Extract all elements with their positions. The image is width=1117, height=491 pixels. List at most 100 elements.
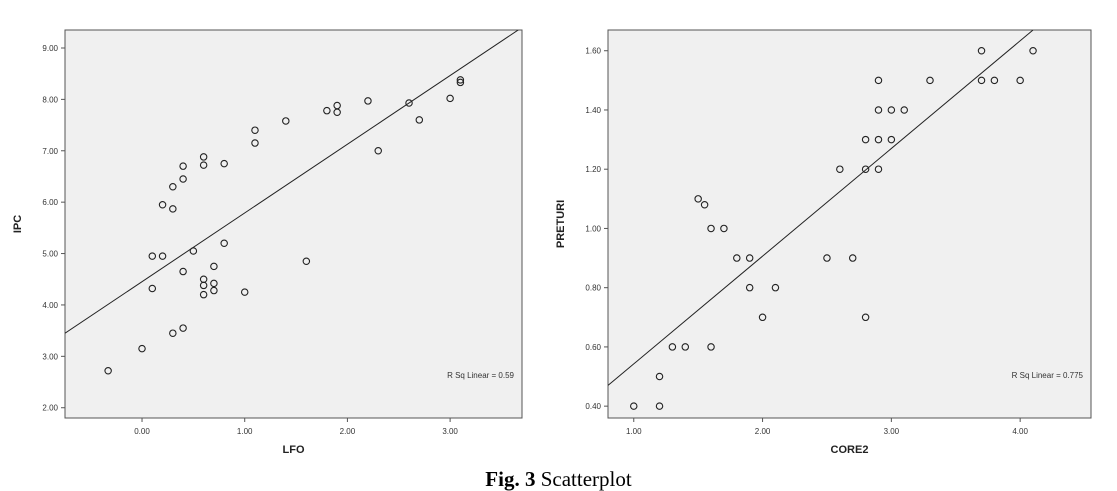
data-point <box>733 254 741 262</box>
data-point <box>681 343 690 351</box>
x-tick-label: 3.00 <box>884 427 900 436</box>
x-tick-label: 1.00 <box>237 427 253 436</box>
data-point <box>758 313 767 322</box>
y-tick-label: 0.40 <box>585 402 601 411</box>
y-tick-label: 0.60 <box>585 343 601 352</box>
data-point <box>148 284 157 293</box>
x-tick-label: 4.00 <box>1012 427 1028 436</box>
data-point <box>707 343 715 351</box>
data-point <box>900 106 908 114</box>
data-point <box>210 279 218 288</box>
data-point <box>251 126 259 134</box>
data-point <box>302 257 311 266</box>
y-tick-label: 0.80 <box>585 284 601 293</box>
data-point <box>874 165 883 173</box>
scatterplot-core2-preturi: 1.00 2.00 3.00 4.00 0.40 0.60 0.80 1.00 1.20 1.40… <box>555 29 1092 456</box>
data-point <box>138 344 146 353</box>
y-axis-title: IPC <box>12 215 24 233</box>
data-point <box>456 76 465 84</box>
data-point <box>707 224 715 233</box>
r-squared-annotation: R Sq Linear = 0.775 <box>1012 371 1084 380</box>
data-point <box>199 290 208 299</box>
data-point <box>874 135 883 144</box>
y-tick-label: 1.20 <box>585 165 601 174</box>
data-point <box>861 165 870 173</box>
data-point <box>1029 46 1037 55</box>
data-point <box>700 200 709 209</box>
data-point <box>655 372 664 381</box>
data-point <box>189 247 198 255</box>
y-tick-label: 1.60 <box>585 47 601 56</box>
data-point <box>887 106 896 114</box>
r-squared-annotation: R Sq Linear = 0.59 <box>447 371 514 380</box>
data-point <box>926 76 934 85</box>
y-tick-label: 3.00 <box>42 352 58 361</box>
data-point <box>771 283 780 292</box>
y-tick-label: 2.00 <box>42 404 58 413</box>
data-point <box>220 239 228 248</box>
data-point <box>199 161 208 169</box>
data-point <box>158 252 167 260</box>
x-axis-title: CORE2 <box>831 444 869 456</box>
data-point <box>323 106 331 115</box>
x-tick-label: 1.00 <box>626 427 642 436</box>
data-point <box>179 324 187 332</box>
data-point <box>668 343 677 351</box>
data-point <box>630 402 638 410</box>
data-point <box>210 286 218 295</box>
y-axis-title: PRETURI <box>555 200 567 248</box>
data-point <box>210 262 218 271</box>
data-point <box>861 313 870 322</box>
data-point <box>169 329 177 337</box>
data-point <box>169 182 177 191</box>
data-point <box>990 76 999 85</box>
y-tick-label: 4.00 <box>42 301 58 310</box>
data-point <box>874 76 883 85</box>
x-tick-label: 0.00 <box>134 427 150 436</box>
data-point <box>199 275 208 283</box>
data-point <box>179 175 187 183</box>
data-point <box>1016 76 1024 85</box>
data-point <box>148 252 157 260</box>
caption-prefix: Fig. 3 <box>485 467 536 491</box>
y-tick-label: 9.00 <box>42 44 58 53</box>
y-tick-label: 8.00 <box>42 95 58 104</box>
data-point <box>282 117 290 125</box>
scatterplot-lfo-ipc: 0.00 1.00 2.00 3.00 2.00 3.00 4.00 5.00 6.00 7.00… <box>12 29 523 456</box>
data-point <box>199 153 208 161</box>
data-point <box>220 159 228 168</box>
data-point <box>158 200 167 209</box>
plot-area <box>64 29 523 419</box>
data-point <box>655 402 664 410</box>
data-point <box>179 267 187 276</box>
y-tick-label: 7.00 <box>42 147 58 156</box>
data-point <box>333 101 341 110</box>
data-point <box>823 254 831 262</box>
data-point <box>364 97 372 105</box>
data-point <box>374 147 382 155</box>
x-tick-label: 2.00 <box>340 427 356 436</box>
data-point <box>977 76 986 85</box>
x-tick-label: 3.00 <box>442 427 458 436</box>
data-point <box>720 224 728 233</box>
data-point <box>415 116 424 124</box>
data-point <box>745 283 754 292</box>
y-tick-label: 1.40 <box>585 106 601 115</box>
data-point <box>861 135 870 144</box>
y-tick-label: 1.00 <box>585 224 601 233</box>
figure-caption: Fig. 3 Scatterplot <box>0 467 1117 491</box>
x-tick-label: 2.00 <box>755 427 771 436</box>
data-point <box>104 366 112 375</box>
data-point <box>405 99 413 107</box>
y-tick-label: 6.00 <box>42 198 58 207</box>
data-point <box>456 78 465 87</box>
data-point <box>169 205 177 213</box>
plot-area <box>607 29 1092 419</box>
data-point <box>446 94 454 103</box>
data-point <box>694 195 702 203</box>
data-point <box>874 106 883 114</box>
fit-line <box>65 30 520 334</box>
fit-line <box>608 30 1034 386</box>
data-point <box>251 139 259 147</box>
